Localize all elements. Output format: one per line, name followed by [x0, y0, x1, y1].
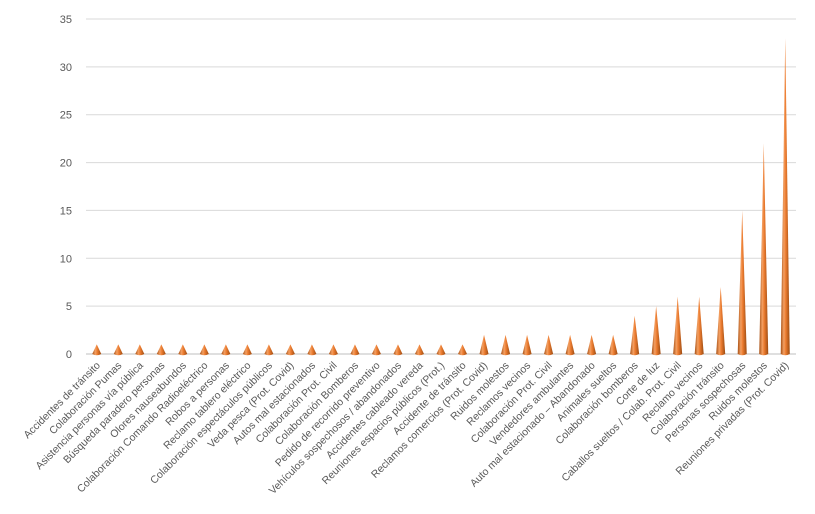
bar — [350, 344, 360, 356]
bar — [457, 344, 468, 356]
bar — [285, 344, 295, 356]
y-tick-label: 35 — [60, 14, 72, 26]
bar — [436, 344, 446, 356]
bar — [199, 344, 209, 356]
bar — [737, 210, 747, 356]
bar — [328, 344, 338, 356]
bar — [307, 344, 317, 356]
bar — [716, 287, 726, 356]
bar — [414, 344, 425, 356]
y-tick-label: 15 — [60, 205, 72, 217]
bar — [113, 344, 123, 356]
bar — [92, 344, 102, 356]
bar — [651, 306, 661, 356]
bar — [759, 143, 769, 356]
y-axis-tick-labels: 0 5 10 15 20 25 30 35 — [60, 14, 72, 361]
y-tick-label: 20 — [60, 158, 72, 170]
bar — [135, 344, 145, 356]
bar — [565, 334, 575, 356]
bar — [221, 344, 231, 356]
y-tick-label: 0 — [66, 349, 72, 361]
bar — [264, 344, 274, 356]
bar — [178, 344, 188, 356]
bar — [371, 344, 381, 356]
y-tick-label: 10 — [60, 253, 72, 265]
y-tick-label: 5 — [66, 301, 72, 313]
bar — [608, 334, 618, 356]
bars — [92, 38, 790, 356]
bar — [501, 334, 511, 356]
bar — [242, 344, 252, 356]
y-tick-label: 25 — [60, 110, 72, 122]
bar — [522, 334, 532, 356]
bar — [694, 296, 704, 356]
y-tick-label: 30 — [60, 62, 72, 74]
bar — [544, 334, 554, 356]
bar — [156, 344, 166, 356]
bar — [780, 38, 790, 356]
bar — [673, 296, 683, 356]
bar — [479, 334, 489, 356]
bar — [587, 334, 597, 356]
bar — [630, 315, 640, 356]
bar — [393, 344, 403, 356]
gridlines — [86, 18, 796, 355]
